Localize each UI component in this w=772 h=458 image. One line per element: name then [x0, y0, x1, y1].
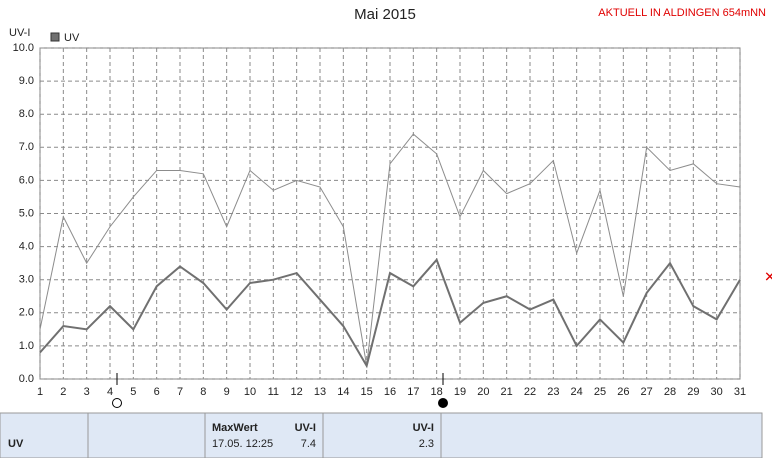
y-tick-label: 3.0 [19, 274, 34, 286]
x-tick-label: 7 [177, 386, 183, 398]
y-tick-label: 10.0 [13, 42, 34, 54]
series-line [39, 257, 741, 369]
x-tick-label: 23 [547, 386, 559, 398]
y-tick-label: 1.0 [19, 340, 34, 352]
x-tick-label: 6 [154, 386, 160, 398]
y-tick-label: 6.0 [19, 174, 34, 186]
y-label: UV-I [9, 27, 30, 39]
x-tick-label: 3 [84, 386, 90, 398]
x-tick-label: 5 [130, 386, 136, 398]
sun-icon [112, 398, 122, 408]
data-table: UV MaxWert UV-I 17.05. 12:25 7.4 UV-I 2.… [0, 412, 763, 458]
x-tick-label: 30 [711, 386, 723, 398]
x-tick-label: 29 [687, 386, 699, 398]
x-tick-label: 8 [200, 386, 206, 398]
second-unit: UV-I [413, 422, 434, 434]
x-tick-label: 22 [524, 386, 536, 398]
second-value: 2.3 [419, 438, 434, 450]
x-tick-label: 9 [224, 386, 230, 398]
x-tick-label: 4 [107, 386, 113, 398]
plot: 0.01.02.03.04.05.06.07.08.09.010.01 2 3 4 5 6… [13, 42, 747, 398]
x-tick-label: 14 [337, 386, 349, 398]
max-value: 7.4 [301, 438, 316, 450]
table-bg [0, 412, 763, 458]
x-tick-label: 1 [37, 386, 43, 398]
x-tick-label: 13 [314, 386, 326, 398]
chart-title: Mai 2015 [354, 6, 416, 23]
x-tick-label: 2 [60, 386, 66, 398]
side-icon: ✕ [764, 269, 772, 285]
y-tick-label: 2.0 [19, 307, 34, 319]
x-tick-label: 26 [617, 386, 629, 398]
x-tick-label: 15 [361, 386, 373, 398]
x-tick-label: 31 [734, 386, 746, 398]
x-tick-label: 20 [477, 386, 489, 398]
y-tick-label: 9.0 [19, 75, 34, 87]
series-line [39, 133, 741, 366]
x-tick-label: 25 [594, 386, 606, 398]
x-tick-label: 11 [268, 386, 279, 398]
x-tick-label: 18 [431, 386, 443, 398]
y-tick-label: 7.0 [19, 141, 34, 153]
x-tick-label: 17 [407, 386, 419, 398]
x-tick-label: 19 [454, 386, 466, 398]
x-tick-label: 21 [501, 386, 513, 398]
legend-swatch [50, 32, 60, 42]
y-tick-label: 8.0 [19, 108, 34, 120]
annotation: AKTUELL IN ALDINGEN 654mNN [598, 7, 766, 19]
y-tick-label: 0.0 [19, 373, 34, 385]
moon-icon [438, 398, 448, 408]
x-tick-label: 10 [244, 386, 256, 398]
legend-label: UV [64, 32, 80, 44]
max-unit: UV-I [295, 422, 316, 434]
x-tick-label: 16 [384, 386, 396, 398]
y-tick-label: 4.0 [19, 241, 34, 253]
x-tick-label: 27 [641, 386, 653, 398]
x-tick-label: 24 [571, 386, 583, 398]
max-time: 17.05. 12:25 [212, 438, 273, 450]
x-tick-label: 12 [291, 386, 303, 398]
y-tick-label: 5.0 [19, 207, 34, 219]
row-label: UV [8, 438, 24, 450]
max-header: MaxWert [212, 422, 258, 434]
x-tick-label: 28 [664, 386, 676, 398]
